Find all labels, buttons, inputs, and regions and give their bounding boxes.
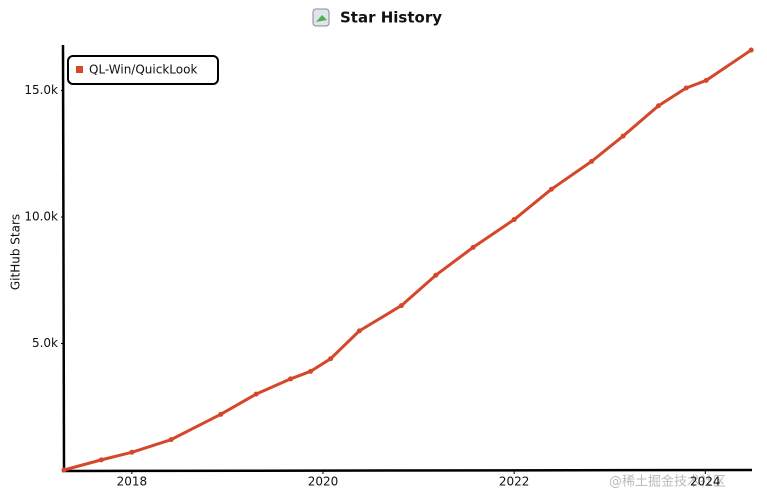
legend-swatch — [76, 66, 83, 73]
data-point — [548, 186, 554, 192]
data-point — [470, 244, 476, 250]
x-axis — [61, 468, 753, 473]
data-point — [61, 467, 67, 473]
data-point — [748, 47, 754, 53]
chart-title: Star History — [340, 9, 442, 27]
data-point — [655, 103, 661, 109]
data-point — [620, 133, 626, 139]
watermark: @稀土掘金技术社区 — [609, 474, 726, 490]
data-point — [703, 77, 709, 83]
y-tick-label: 15.0k — [24, 83, 58, 97]
y-tick-label: 5.0k — [32, 336, 58, 350]
x-tick-label: 2018 — [117, 475, 148, 489]
x-tick-label: 2020 — [308, 475, 339, 489]
series-line — [63, 48, 753, 472]
y-axis-label: GitHub Stars — [9, 214, 23, 290]
data-point — [218, 411, 224, 417]
x-tick-label: 2022 — [499, 475, 530, 489]
legend-label: QL-Win/QuickLook — [89, 63, 197, 77]
data-point — [683, 85, 689, 91]
data-point — [253, 391, 259, 397]
data-point — [511, 217, 517, 223]
data-point — [288, 376, 294, 382]
title-icon — [312, 8, 330, 27]
data-point — [433, 272, 439, 278]
data-point — [398, 303, 404, 309]
data-point — [589, 158, 595, 164]
data-point — [98, 457, 104, 463]
y-axis — [61, 44, 66, 472]
y-tick-label: 10.0k — [24, 210, 58, 224]
data-point — [328, 356, 334, 362]
data-point — [308, 368, 314, 374]
legend-box — [67, 55, 219, 85]
data-point — [356, 328, 362, 334]
data-point — [129, 449, 135, 455]
data-point — [168, 437, 174, 443]
x-tick-label: 2024 — [690, 475, 721, 489]
